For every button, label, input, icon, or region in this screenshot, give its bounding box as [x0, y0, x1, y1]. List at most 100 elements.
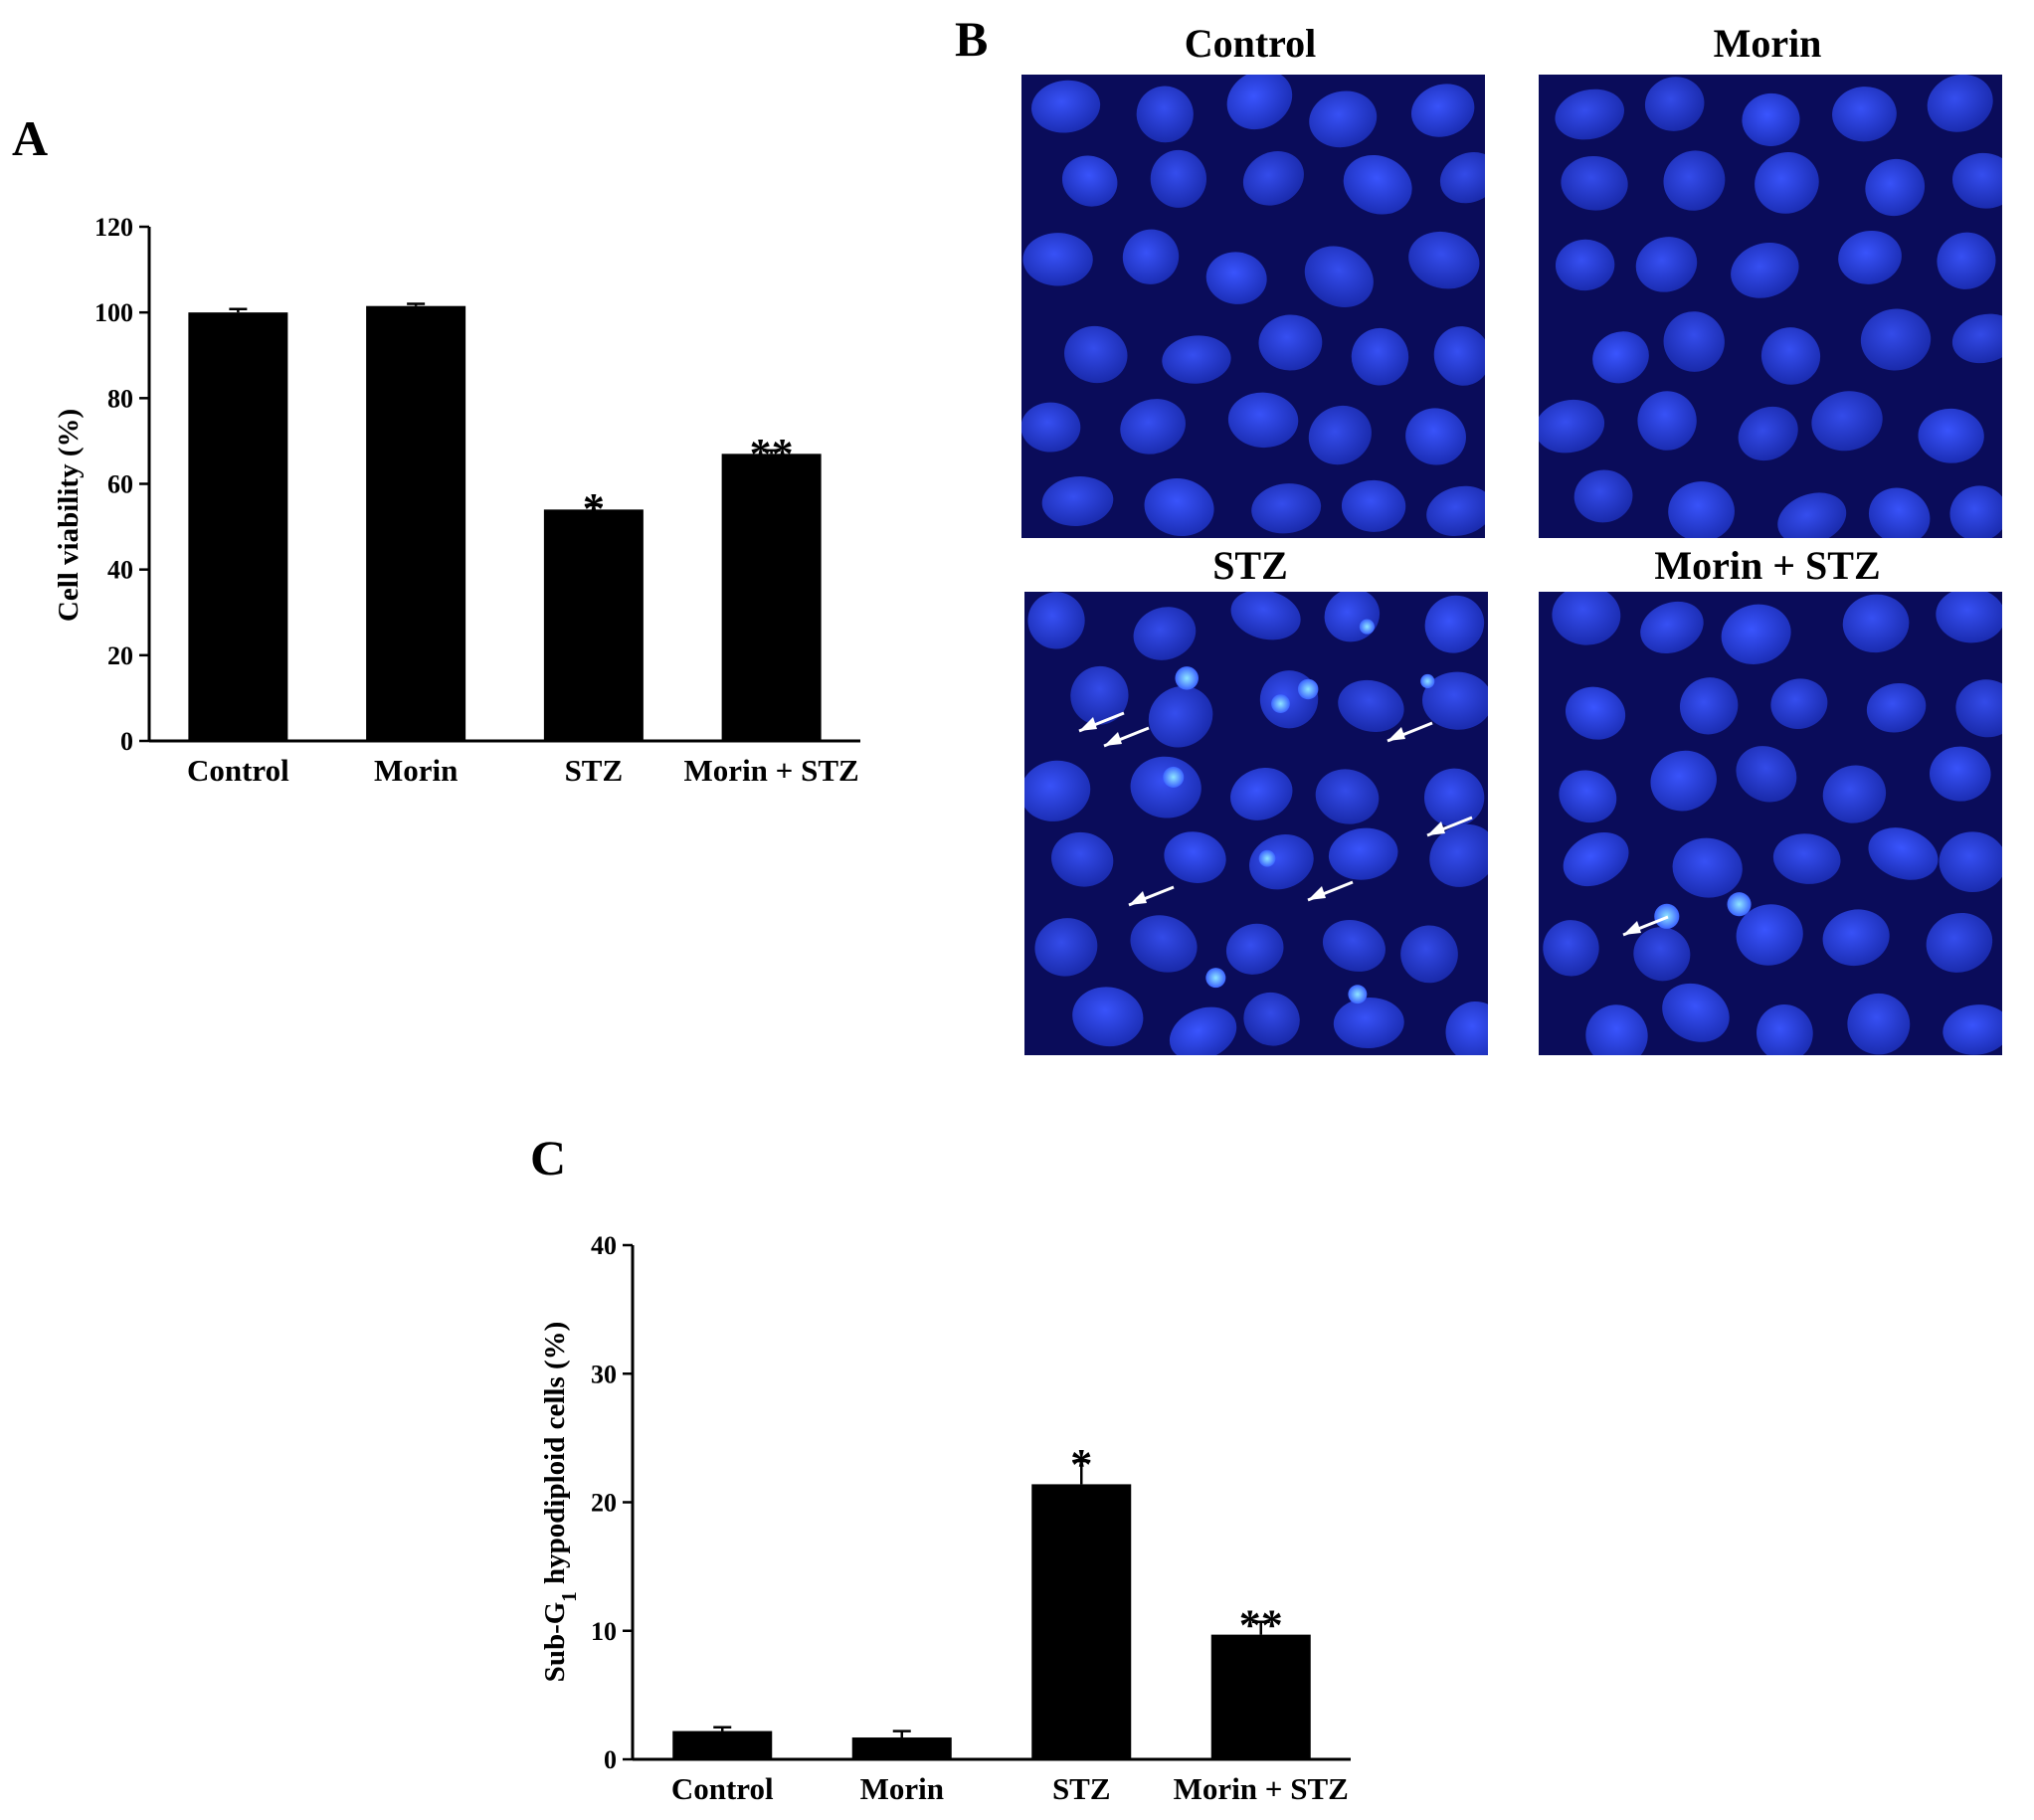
bar	[721, 454, 822, 741]
nucleus	[1842, 594, 1910, 653]
x-tick-label: Morin	[860, 1771, 944, 1806]
bar	[1210, 1634, 1311, 1759]
nucleus	[1555, 89, 1624, 140]
arrowhead	[1079, 717, 1097, 731]
panel-a-letter: A	[12, 110, 49, 166]
nucleus	[1731, 242, 1799, 298]
nucleus	[1939, 831, 2002, 892]
nucleus	[1772, 833, 1841, 884]
nucleus	[1031, 80, 1101, 133]
nucleus	[1351, 327, 1409, 386]
apoptotic-nucleus	[1420, 673, 1435, 689]
nucleus	[1847, 993, 1911, 1055]
x-tick-label: STZ	[565, 753, 624, 788]
nucleus	[1024, 760, 1091, 821]
nucleus	[1668, 481, 1735, 538]
nucleus	[1061, 155, 1118, 207]
nucleus	[1445, 1001, 1488, 1055]
nucleus	[1309, 91, 1378, 148]
y-axis-label: Sub-G1 hypodiploid cells (%)	[539, 1322, 581, 1683]
nucleus	[1226, 75, 1293, 130]
apoptotic-nucleus	[1175, 666, 1199, 690]
nucleus	[1757, 1003, 1813, 1055]
nucleus	[1148, 685, 1213, 748]
nucleus	[1832, 87, 1897, 142]
cell-viability-chart: 0 20 40 60 80 100 120 Control Morin * STZ ** Morin +…	[53, 213, 860, 788]
nucleus	[1777, 492, 1847, 538]
nucleus	[1034, 918, 1098, 977]
nucleus	[1637, 391, 1697, 451]
nucleus	[1663, 311, 1725, 372]
nucleus	[1164, 831, 1226, 883]
arrowhead	[1623, 921, 1641, 935]
nucleus	[1552, 592, 1621, 645]
nucleus	[1405, 408, 1466, 465]
nucleus	[1258, 314, 1323, 371]
nucleus	[1539, 399, 1605, 454]
apoptotic-nucleus	[1163, 766, 1185, 788]
nucleus	[1022, 233, 1093, 286]
panel-c-letter: C	[530, 1130, 567, 1185]
y-tick-label: 0	[120, 727, 133, 756]
nucleus	[1315, 769, 1380, 824]
nucleus	[1341, 479, 1406, 532]
y-tick-label: 120	[94, 213, 133, 242]
y-axis-label: Cell viability (%)	[53, 409, 85, 622]
nucleus	[1635, 237, 1698, 292]
nucleus	[1205, 252, 1267, 304]
micrograph-morin-stz	[1539, 592, 2002, 1055]
nucleus	[1865, 158, 1926, 217]
nucleus	[1951, 313, 2002, 364]
nucleus	[1926, 912, 1993, 973]
nucleus	[1051, 831, 1114, 887]
nucleus	[1633, 927, 1691, 982]
nucleus	[1162, 335, 1231, 384]
nucleus	[1027, 592, 1085, 649]
nucleus	[1021, 402, 1081, 453]
nucleus	[1866, 682, 1927, 733]
nucleus	[1308, 405, 1372, 465]
arrowhead	[1129, 891, 1147, 905]
y-tick-label: 40	[591, 1231, 617, 1260]
nucleus	[1559, 770, 1617, 823]
micrograph-stz	[1024, 592, 1488, 1055]
bar	[543, 509, 644, 741]
nucleus	[1822, 765, 1887, 823]
bar	[672, 1730, 773, 1759]
x-tick-label: STZ	[1052, 1771, 1111, 1806]
nucleus	[1130, 915, 1198, 973]
nucleus	[1433, 326, 1485, 386]
micrograph-background	[1539, 592, 2002, 1055]
nucleus	[1565, 686, 1626, 740]
nucleus	[1410, 84, 1475, 137]
micrograph-background	[1539, 75, 2002, 538]
bar	[188, 312, 288, 741]
nucleus	[1130, 756, 1202, 819]
nucleus	[1555, 239, 1615, 291]
bar	[1031, 1484, 1132, 1759]
x-tick-label: Morin	[374, 753, 458, 788]
nucleus	[1343, 154, 1412, 215]
arrowhead	[1427, 821, 1445, 835]
nucleus	[1072, 987, 1144, 1047]
micrograph-title-stz: STZ	[1212, 543, 1288, 588]
nucleus	[1242, 151, 1304, 206]
nucleus	[1937, 232, 1996, 289]
micrograph-background	[1021, 75, 1485, 538]
micrograph-background	[1024, 592, 1488, 1055]
nucleus	[1838, 230, 1902, 284]
bar	[851, 1737, 952, 1759]
nucleus	[1662, 983, 1730, 1042]
nucleus	[1243, 992, 1300, 1046]
significance-label: **	[750, 430, 794, 478]
nucleus	[1822, 909, 1890, 967]
panel-b-letter: B	[955, 11, 989, 67]
nucleus	[1650, 750, 1717, 812]
nucleus	[1338, 679, 1404, 732]
nucleus	[1227, 392, 1299, 449]
arrowhead	[1387, 727, 1405, 741]
apoptotic-nucleus	[1205, 968, 1226, 989]
nucleus	[1742, 92, 1800, 146]
nucleus	[1679, 677, 1739, 735]
nucleus	[1868, 487, 1931, 538]
